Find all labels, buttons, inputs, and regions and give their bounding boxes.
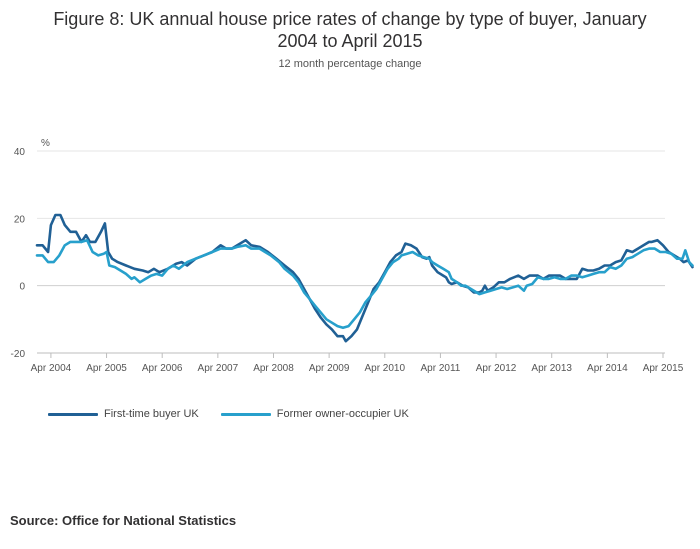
- x-tick-label: Apr 2005: [86, 363, 127, 374]
- y-tick-label: 40: [14, 147, 26, 158]
- chart-title-line-2: 2004 to April 2015: [277, 31, 423, 51]
- legend-label-former-owner-occupier: Former owner-occupier UK: [276, 408, 409, 420]
- series-line-former-owner-occupier[interactable]: [35, 238, 694, 330]
- x-tick-label: Apr 2011: [421, 363, 461, 374]
- x-tick-label: Apr 2006: [142, 363, 183, 374]
- legend-swatch-first-time-buyer: [48, 412, 98, 416]
- x-tick-label: Apr 2004: [31, 363, 72, 374]
- y-axis-label: %: [41, 138, 50, 149]
- x-tick-label: Apr 2013: [531, 363, 572, 374]
- chart-title: Figure 8: UK annual house price rates of…: [0, 8, 700, 52]
- x-tick-label: Apr 2012: [476, 363, 517, 374]
- y-tick-label: 20: [14, 214, 26, 225]
- legend-label-first-time-buyer: First-time buyer UK: [104, 408, 199, 420]
- x-tick-label: Apr 2007: [198, 363, 239, 374]
- x-tick-label: Apr 2009: [309, 363, 350, 374]
- x-tick-label: Apr 2015: [643, 363, 684, 374]
- x-tick-label: Apr 2014: [587, 363, 628, 374]
- chart-title-line-1: Figure 8: UK annual house price rates of…: [53, 9, 647, 29]
- legend-swatch-former-owner-occupier: [220, 412, 271, 416]
- y-tick-label: -20: [11, 349, 26, 360]
- series-line-first-time-buyer[interactable]: [35, 213, 694, 343]
- source-note: Source: Office for National Statistics: [10, 513, 237, 528]
- legend: First-time buyer UK Former owner-occupie…: [48, 408, 409, 420]
- x-tick-label: Apr 2010: [364, 363, 405, 374]
- legend-item-first-time-buyer[interactable]: First-time buyer UK: [48, 408, 199, 420]
- chart-subtitle: 12 month percentage change: [278, 58, 422, 70]
- axes: 40 20 0 -20% Apr 2004 Apr 2005 Apr 2006 Apr 200…: [11, 138, 684, 374]
- y-tick-label: 0: [19, 282, 25, 293]
- x-tick-label: Apr 2008: [253, 363, 294, 374]
- series-lines: [35, 213, 694, 343]
- legend-item-former-owner-occupier[interactable]: Former owner-occupier UK: [220, 408, 409, 420]
